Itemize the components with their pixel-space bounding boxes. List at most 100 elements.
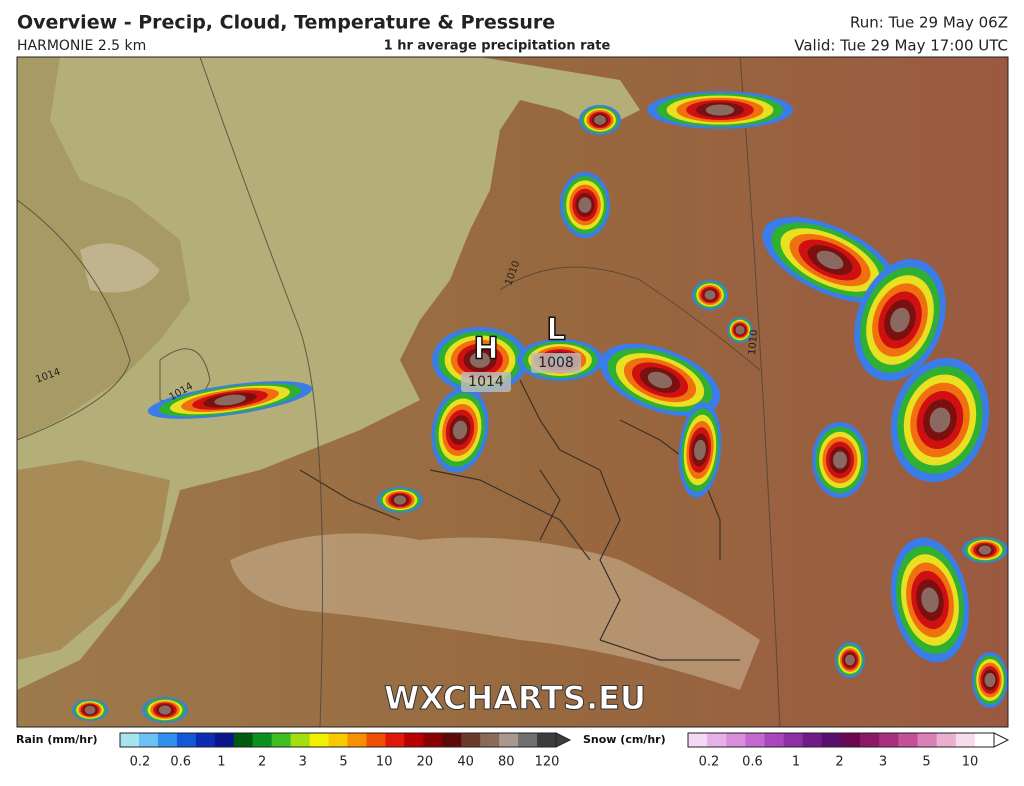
color-swatch	[707, 733, 727, 747]
color-swatch	[802, 733, 823, 747]
color-swatch	[176, 733, 197, 747]
tick-label: 5	[922, 755, 930, 770]
color-swatch	[480, 733, 500, 747]
color-swatch	[366, 733, 386, 747]
precip-cell	[393, 495, 407, 505]
color-swatch	[385, 733, 405, 747]
snow-colorbar: 0.2 0.6 1 2 3 5 10	[687, 732, 1010, 770]
precip-cell	[578, 197, 592, 213]
precip-cell	[647, 371, 673, 389]
color-swatch	[120, 733, 140, 747]
color-swatch	[537, 733, 557, 747]
precip-cell	[705, 104, 735, 116]
field: 1 hr average precipitation rate	[384, 39, 611, 54]
precip-cell	[984, 673, 996, 687]
tick-label: 80	[498, 755, 515, 770]
tick-label: 1	[217, 755, 225, 770]
colorbar-arrow	[993, 732, 1010, 748]
tick-label: 3	[299, 755, 307, 770]
color-swatch	[841, 733, 861, 747]
tick-label: 40	[457, 755, 474, 770]
color-swatch	[783, 733, 804, 747]
precip-cell	[594, 115, 606, 125]
france-west	[17, 460, 170, 660]
color-swatch	[898, 733, 918, 747]
color-swatch	[917, 733, 938, 747]
color-swatch	[745, 733, 765, 747]
precip-cell	[158, 705, 172, 715]
tick-label: 2	[835, 755, 843, 770]
color-swatch	[879, 733, 899, 747]
color-swatch	[290, 733, 311, 747]
tick-label: 0.2	[130, 755, 151, 770]
tick-label: 20	[417, 755, 434, 770]
label-box	[531, 353, 581, 373]
precip-cell	[978, 545, 992, 555]
precip-cell	[694, 439, 706, 461]
color-swatch	[157, 733, 178, 747]
color-swatch	[233, 733, 254, 747]
color-swatch	[214, 733, 235, 747]
tick-label: 3	[879, 755, 887, 770]
cloud-patch	[80, 243, 160, 293]
precip-cell	[735, 325, 745, 335]
model: HARMONIE 2.5 km	[17, 38, 146, 54]
color-swatch	[252, 733, 273, 747]
watermark: WXCHARTS.EU	[384, 679, 646, 717]
color-swatch	[328, 733, 348, 747]
tick-label: 5	[339, 755, 347, 770]
tick-label: 10	[376, 755, 393, 770]
color-swatch	[404, 733, 424, 747]
precip-cell	[704, 290, 716, 300]
rain-label: Rain (mm/hr)	[16, 733, 98, 746]
high-symbol: H	[473, 332, 498, 367]
tick-label: 0.6	[742, 755, 763, 770]
tick-label: 120	[535, 755, 560, 770]
tick-label: 10	[962, 755, 979, 770]
run: Run: Tue 29 May 06Z	[850, 14, 1008, 32]
color-swatch	[138, 733, 159, 747]
color-swatch	[688, 733, 708, 747]
borders	[299, 379, 740, 661]
color-swatch	[955, 733, 976, 747]
precip-cell	[833, 451, 847, 469]
precip-cell	[469, 352, 491, 368]
color-swatch	[347, 733, 367, 747]
color-swatch	[195, 733, 216, 747]
map-frame	[16, 56, 1009, 728]
precip-cell	[214, 394, 246, 406]
precip-cell	[929, 407, 951, 433]
precip-cell	[890, 307, 910, 333]
color-swatch	[518, 733, 538, 747]
low-value: 1008	[538, 355, 574, 371]
color-swatch	[423, 733, 443, 747]
color-swatch	[309, 733, 330, 747]
color-swatch	[499, 733, 519, 747]
color-swatch	[974, 733, 995, 747]
map: 1010 1014 1014 1010 H 1014 L 1008 WXCHAR…	[17, 57, 1008, 727]
color-swatch	[442, 733, 462, 747]
precip-cell	[816, 250, 844, 270]
isobar-label: 1010	[747, 329, 760, 355]
tick-label: 1	[792, 755, 800, 770]
tick-label: 0.6	[170, 755, 191, 770]
tick-label: 0.2	[699, 755, 720, 770]
precip-cell	[845, 654, 855, 666]
pressure-centers: H 1014 L 1008	[461, 312, 581, 392]
label-box	[461, 372, 511, 392]
title: Overview - Precip, Cloud, Temperature & …	[17, 12, 555, 34]
precip-cell	[921, 587, 939, 613]
isobars	[17, 57, 781, 727]
color-swatch	[764, 733, 785, 747]
color-swatch	[821, 733, 842, 747]
cloud-band	[230, 533, 760, 690]
precip-cell	[84, 705, 96, 715]
colorbar-frame	[687, 732, 995, 748]
precipitation	[72, 91, 1008, 723]
rain-colorbar: 0.2 0.6 1 2 3 5 10 20 40 80 120	[119, 732, 572, 770]
color-swatch	[936, 733, 957, 747]
high-value: 1014	[468, 374, 504, 390]
colorbar-frame	[119, 732, 557, 748]
colorbar-arrow	[555, 732, 572, 748]
